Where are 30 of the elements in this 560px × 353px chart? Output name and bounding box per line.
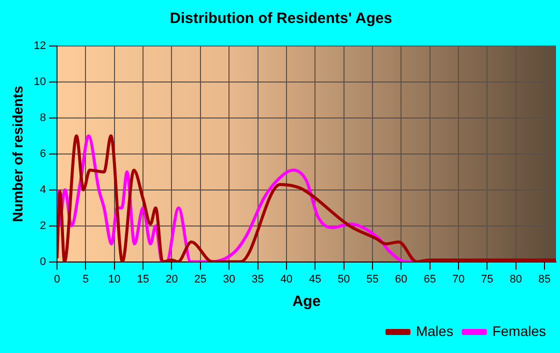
x-axis-title: Age <box>292 293 321 310</box>
x-tick-label: 45 <box>308 273 322 286</box>
y-tick-label: 10 <box>34 76 46 88</box>
x-tick-label: 25 <box>194 273 207 286</box>
x-tick-label: 15 <box>136 273 150 286</box>
legend-label: Males <box>416 322 454 339</box>
y-axis-title: Number of residents <box>9 86 26 222</box>
x-tick-label: 85 <box>538 273 551 286</box>
x-tick-label: 65 <box>424 273 436 286</box>
x-tick-label: 0 <box>54 273 60 286</box>
x-tick-label: 55 <box>366 273 379 286</box>
x-tick-label: 75 <box>481 273 494 286</box>
x-tick-label: 80 <box>510 273 522 286</box>
x-tick-label: 35 <box>252 273 264 286</box>
x-tick-label: 5 <box>82 273 89 286</box>
x-tick-label: 30 <box>222 273 236 286</box>
y-tick-label: 0 <box>40 256 46 268</box>
x-tick-label: 20 <box>166 273 178 286</box>
y-tick-label: 4 <box>40 184 46 196</box>
y-tick-label: 2 <box>40 220 46 232</box>
y-tick-label: 8 <box>40 112 46 124</box>
x-tick-label: 70 <box>452 273 465 286</box>
x-tick-label: 50 <box>338 273 350 286</box>
x-tick-label: 60 <box>395 273 408 286</box>
legend-label: Females <box>492 322 546 339</box>
x-tick-label: 40 <box>280 273 293 286</box>
x-tick-label: 10 <box>108 273 121 286</box>
chart-title: Distribution of Residents' Ages <box>170 10 392 28</box>
y-tick-label: 6 <box>40 148 46 160</box>
y-tick-label: 12 <box>34 40 46 52</box>
